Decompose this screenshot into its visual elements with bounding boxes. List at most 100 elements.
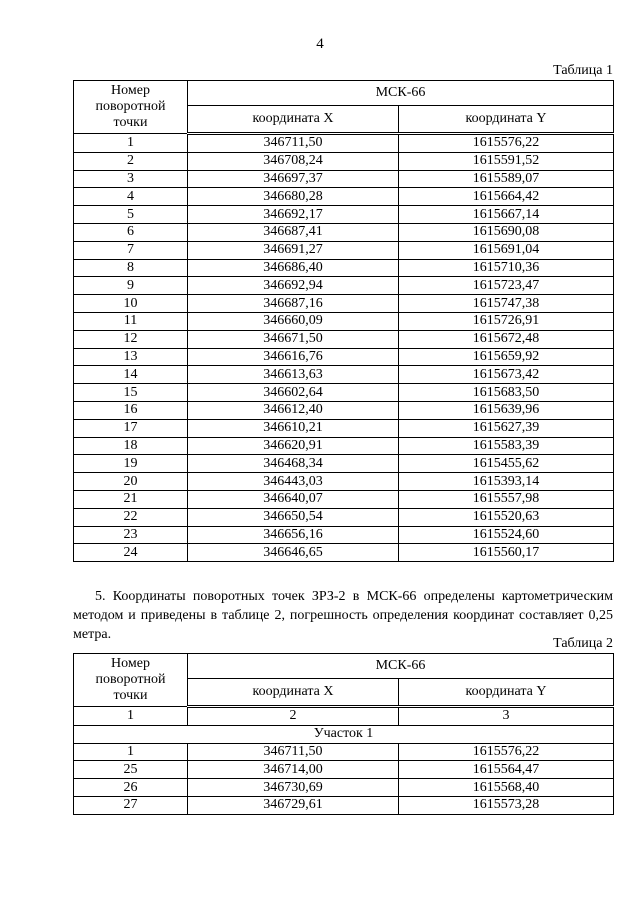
table-cell: 23 [73, 525, 188, 545]
table-row: 21 346640,07 1615557,98 [73, 489, 615, 509]
table-row: 12 346671,50 1615672,48 [73, 329, 615, 349]
table-cell: 1615690,08 [397, 222, 615, 242]
table-cell: 1615393,14 [397, 472, 615, 491]
table-cell: 346692,94 [187, 276, 399, 296]
table-cell: 346610,21 [187, 418, 399, 438]
table-cell: 1615673,42 [397, 365, 615, 385]
table-cell: 1615667,14 [397, 205, 615, 224]
table-cell: 346729,61 [187, 795, 399, 815]
table-cell: 346613,63 [187, 365, 399, 385]
table-cell: 7 [73, 240, 188, 260]
header-cell: Номер поворотной точки [73, 80, 188, 134]
table-cell: 1615573,28 [397, 795, 615, 815]
table-cell: 1 [73, 133, 188, 153]
table-row: 25 346714,00 1615564,47 [73, 760, 615, 780]
table-cell: 346671,50 [187, 329, 399, 349]
table-row: 3 346697,37 1615589,07 [73, 169, 615, 189]
table-row: 4 346680,28 1615664,42 [73, 187, 615, 207]
table-cell: 1615683,50 [397, 383, 615, 402]
table-cell: 5 [73, 205, 188, 224]
header-cell: МСК-66 [186, 79, 615, 107]
table-cell: 1 [73, 706, 188, 726]
header-cell: координата Y [397, 105, 615, 135]
table-cell: 346686,40 [187, 258, 399, 278]
table-row: 7 346691,27 1615691,04 [73, 240, 615, 260]
table-cell: 9 [73, 276, 188, 296]
table-row: 10 346687,16 1615747,38 [73, 294, 615, 313]
table-row: 20 346443,03 1615393,14 [73, 472, 615, 491]
table-cell: 346714,00 [187, 760, 399, 780]
table-cell: 346660,09 [187, 311, 399, 331]
table-row: 9 346692,94 1615723,47 [73, 276, 615, 296]
table-cell: 346697,37 [187, 169, 399, 189]
table-cell: 1615557,98 [397, 489, 615, 509]
table-cell: 1615659,92 [397, 347, 615, 367]
table-row: 1 346711,50 1615576,22 [73, 742, 615, 762]
table-cell: 1615560,17 [397, 543, 615, 563]
table-cell: 1615591,52 [397, 151, 615, 171]
table-cell: 1615747,38 [397, 294, 615, 313]
table-cell: 3 [397, 706, 615, 726]
table-cell: 12 [73, 329, 188, 349]
table-cell: 1615664,42 [397, 187, 615, 207]
table-cell: 1615576,22 [397, 133, 615, 153]
table-cell: 27 [73, 795, 188, 815]
table-cell: 18 [73, 436, 188, 456]
table-cell: 16 [73, 400, 188, 420]
table-cell: 6 [73, 222, 188, 242]
table-cell: 14 [73, 365, 188, 385]
table-cell: 346620,91 [187, 436, 399, 456]
table-cell: 20 [73, 472, 188, 491]
table-cell: 346443,03 [187, 472, 399, 491]
table-row: 2 346708,24 1615591,52 [73, 151, 615, 171]
table-row: 16 346612,40 1615639,96 [73, 400, 615, 420]
table-cell: 346687,16 [187, 294, 399, 313]
table-cell: 26 [73, 778, 188, 797]
table-cell: 8 [73, 258, 188, 278]
page-number: 4 [316, 36, 324, 52]
table-cell: 1615564,47 [397, 760, 615, 780]
table-cell: 1615710,36 [397, 258, 615, 278]
table-row: 14 346613,63 1615673,42 [73, 365, 615, 385]
table-cell: 1 [73, 742, 188, 762]
table-cell: 346687,41 [187, 222, 399, 242]
table-cell: 1615568,40 [397, 778, 615, 797]
table-cell: 3 [73, 169, 188, 189]
header-row: Номер поворотной точки МСК-66 [73, 79, 615, 134]
table-cell: 346711,50 [187, 133, 399, 153]
table-cell: 1615520,63 [397, 507, 615, 527]
table-cell: 346650,54 [187, 507, 399, 527]
table-cell: 1615672,48 [397, 329, 615, 349]
table-row: 11 346660,09 1615726,91 [73, 311, 615, 331]
table-cell: 1615627,39 [397, 418, 615, 438]
table-row: 27 346729,61 1615573,28 [73, 795, 615, 815]
table-cell: 346708,24 [187, 151, 399, 171]
table-cell: 1615639,96 [397, 400, 615, 420]
table-cell: 19 [73, 454, 188, 474]
table-cell: 1615589,07 [397, 169, 615, 189]
table-cell: 2 [73, 151, 188, 171]
table-cell: 346691,27 [187, 240, 399, 260]
table-cell: 346646,65 [187, 543, 399, 563]
table-cell: 1615726,91 [397, 311, 615, 331]
table-cell: 346711,50 [187, 742, 399, 762]
table: Номер поворотной точки МСК-66 координата X… [72, 652, 615, 815]
table-cell: 346656,16 [187, 525, 399, 545]
header-cell: Номер поворотной точки [73, 653, 188, 707]
table-cell: 1615455,62 [397, 454, 615, 474]
table-row: 15 346602,64 1615683,50 [73, 383, 615, 402]
table-cell: 346692,17 [187, 205, 399, 224]
paragraph: 5. Координаты поворотных точек ЗРЗ-2 в М… [73, 589, 613, 642]
table-row: 24 346646,65 1615560,17 [73, 543, 615, 563]
table-row: 23 346656,16 1615524,60 [73, 525, 615, 545]
table-row: 17 346610,21 1615627,39 [73, 418, 615, 438]
table-cell: 10 [73, 294, 188, 313]
table-cell: 2 [187, 706, 399, 726]
table-cell: 15 [73, 383, 188, 402]
table-caption: Таблица 2 [553, 636, 613, 651]
table-cell: 346680,28 [187, 187, 399, 207]
table-cell: 1615583,39 [397, 436, 615, 456]
table-cell: 346612,40 [187, 400, 399, 420]
